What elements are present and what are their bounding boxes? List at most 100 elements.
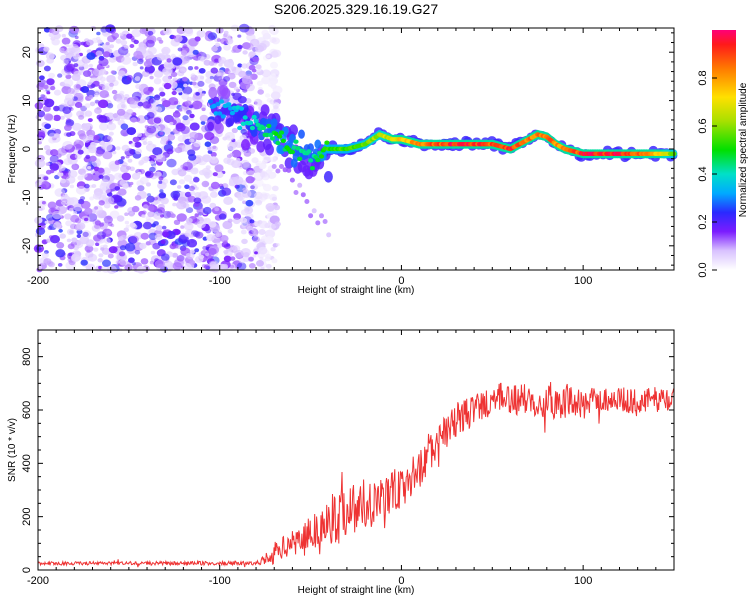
spectrogram-noise-blob	[255, 199, 263, 206]
spectrogram-noise-blob	[182, 115, 189, 121]
spectrogram-noise-blob	[190, 191, 196, 196]
spectrogram-noise-blob	[139, 176, 149, 185]
spectrogram-noise-blob	[189, 122, 200, 131]
spectrogram-noise-blob	[265, 203, 275, 211]
spectrogram-noise-blob	[152, 144, 157, 148]
spectrogram-ridge-core	[251, 114, 257, 120]
spectrogram-noise-blob	[193, 177, 200, 183]
spectrogram-noise-blob	[109, 163, 120, 172]
spectrogram-noise-blob	[269, 77, 279, 85]
spectrogram-noise-blob	[150, 250, 156, 255]
spectrogram-ridge-branch	[293, 190, 299, 195]
spectrogram-noise-blob	[166, 148, 174, 155]
spectrogram-ridge-core	[229, 110, 235, 116]
spectrogram-noise-blob	[68, 207, 74, 212]
spectrogram-noise-blob	[198, 68, 206, 74]
spectrogram-noise-blob	[132, 61, 138, 67]
spectrogram-noise-blob	[171, 90, 177, 96]
spectrogram-noise-blob	[203, 217, 211, 224]
spectrogram-noise-blob	[73, 53, 81, 60]
spectrogram-noise-blob	[265, 263, 272, 269]
spectrogram-y-tick-label: 20	[21, 46, 33, 58]
spectrogram-noise-blob	[211, 46, 218, 52]
spectrogram-ridge-band	[298, 129, 305, 139]
spectrogram-noise-blob	[177, 26, 183, 31]
spectrogram-ridge-branch	[304, 199, 310, 204]
spectrogram-noise-blob	[163, 27, 172, 35]
spectrogram-noise-blob	[202, 245, 208, 251]
spectrogram-y-tick-label: -10	[21, 189, 33, 205]
spectrogram-noise-blob	[192, 100, 203, 110]
spectrogram-noise-blob	[240, 159, 250, 168]
spectrogram-noise-blob	[68, 197, 79, 206]
spectrogram-noise-blob	[65, 220, 72, 227]
spectrogram-noise-blob	[169, 121, 174, 126]
spectrogram-noise-blob	[271, 196, 277, 201]
spectrogram-ridge-branch	[311, 208, 317, 214]
spectrogram-noise-blob	[95, 50, 103, 57]
spectrogram-noise-blob	[61, 37, 71, 45]
spectrogram-noise-blob	[75, 84, 81, 89]
spectrogram-noise-blob	[49, 155, 59, 163]
spectrogram-noise-blob	[81, 200, 91, 209]
spectrogram-noise-blob	[154, 233, 163, 240]
spectrogram-noise-blob	[147, 140, 153, 146]
spectrogram-noise-blob	[60, 115, 65, 120]
spectrogram-noise-blob	[223, 44, 231, 51]
spectrogram-noise-blob	[84, 245, 94, 253]
spectrogram-noise-blob	[92, 192, 102, 200]
spectrogram-noise-blob	[264, 236, 275, 245]
spectrogram-noise-blob	[172, 252, 178, 258]
spectrogram-noise-blob	[37, 110, 46, 118]
spectrogram-noise-blob	[212, 172, 218, 177]
spectrogram-noise-blob	[123, 45, 129, 49]
spectrogram-ridge-core	[218, 99, 225, 104]
spectrogram-noise-blob	[177, 169, 187, 177]
spectrogram-noise-blob	[101, 186, 111, 195]
spectrogram-noise-blob	[183, 83, 188, 88]
spectrogram-noise-blob	[65, 43, 70, 48]
spectrogram-noise-blob	[262, 154, 272, 163]
spectrogram-noise-blob	[161, 48, 169, 55]
spectrogram-noise-blob	[161, 225, 167, 230]
spectrogram-noise-blob	[66, 132, 72, 138]
spectrogram-noise-blob	[73, 63, 79, 68]
spectrogram-noise-blob	[97, 99, 109, 109]
spectrogram-noise-blob	[221, 187, 232, 196]
spectrogram-noise-blob	[247, 170, 255, 177]
spectrogram-noise-blob	[87, 166, 92, 170]
spectrogram-noise-blob	[209, 75, 214, 80]
spectrogram-noise-blob	[201, 107, 206, 112]
colorbar-tick-label: 0.8	[697, 70, 709, 85]
spectrogram-noise-blob	[226, 158, 235, 166]
spectrogram-noise-blob	[119, 258, 128, 266]
snr-panel: -200 -100 0 100 0 200 400 600 800 Height of str…	[7, 329, 675, 596]
spectrogram-noise-blob	[271, 258, 278, 264]
spectrogram-noise-blob	[130, 142, 136, 147]
spectrogram-noise-blob	[159, 189, 164, 193]
spectrogram-noise-blob	[170, 53, 176, 59]
spectrogram-noise-blob	[153, 221, 159, 226]
spectrogram-noise-blob	[86, 52, 96, 60]
spectrogram-ridge-halo	[284, 157, 294, 169]
spectrogram-noise-blob	[121, 172, 131, 181]
spectrogram-noise-blob	[195, 231, 204, 239]
spectrogram-noise-blob	[53, 222, 62, 229]
spectrogram-noise-blob	[69, 184, 75, 189]
spectrogram-noise-blob	[184, 27, 193, 35]
spectrogram-noise-blob	[145, 39, 155, 48]
spectrogram-noise-blob	[50, 149, 59, 157]
spectrogram-noise-blob	[98, 174, 104, 179]
spectrogram-noise-blob	[131, 29, 142, 38]
spectrogram-ridge-core	[238, 106, 245, 111]
spectrogram-noise-blob	[210, 67, 218, 74]
spectrogram-noise-blob	[181, 93, 190, 100]
spectrogram-noise-blob	[237, 34, 242, 38]
spectrogram-noise-blob	[158, 180, 163, 184]
spectrogram-noise-blob	[218, 56, 227, 64]
spectrogram-noise-blob	[102, 51, 111, 58]
spectrogram-noise-blob	[182, 27, 194, 37]
spectrogram-noise-blob	[132, 136, 140, 143]
spectrogram-noise-blob	[203, 59, 211, 66]
spectrogram-noise-blob	[163, 82, 172, 90]
